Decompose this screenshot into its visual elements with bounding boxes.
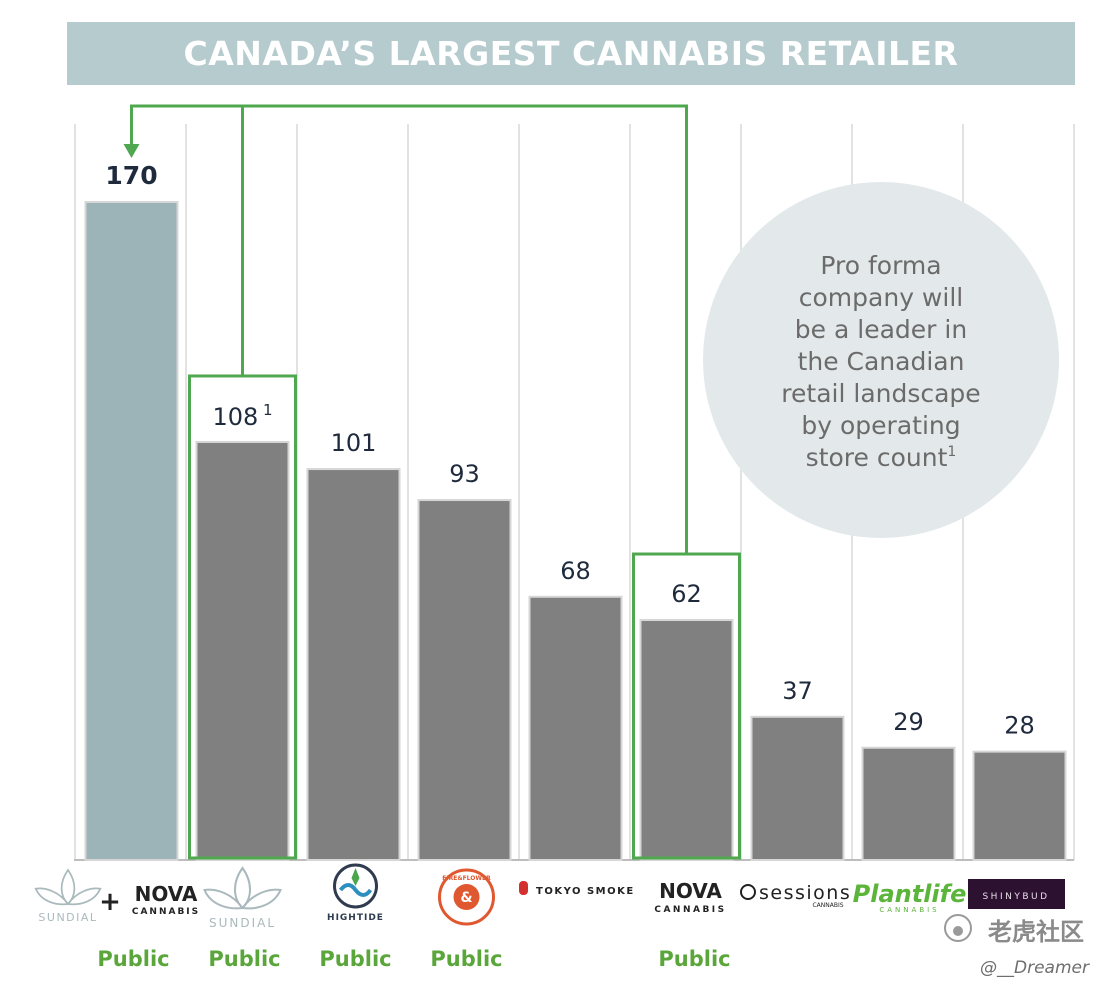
hightide-wordmark: HIGHTIDE — [327, 913, 384, 923]
hightide-logo: HIGHTIDE — [327, 863, 384, 923]
connector-line — [130, 104, 688, 555]
callout-line: Pro forma — [820, 251, 941, 280]
public-label: Public — [430, 947, 502, 971]
nova-wordmark: NOVA — [659, 879, 722, 903]
callout-line: store count1 — [806, 443, 957, 472]
fireflower-logo: & FIRE&FLOWER — [438, 868, 495, 926]
plus-sign: + — [99, 887, 121, 917]
watermark-site: 老虎社区 — [988, 918, 1084, 946]
bar — [861, 746, 956, 861]
data-label: 62 — [671, 580, 702, 608]
bar — [306, 468, 401, 861]
data-label: 93 — [449, 460, 480, 488]
public-label: Public — [97, 947, 169, 971]
hightide-wave-icon — [338, 883, 373, 897]
public-label: Public — [658, 947, 730, 971]
data-label: 170 — [105, 161, 157, 190]
tokyo-smoke-logo: TOKYO SMOKE — [519, 881, 635, 897]
nova-subtext: CANNABIS — [654, 905, 726, 915]
callout-line: the Canadian — [798, 347, 965, 376]
plantlife-subtext: CANNABIS — [879, 906, 939, 914]
bar — [750, 715, 845, 861]
sundial-logo: SUNDIAL — [203, 866, 282, 930]
shinybud-logo: SHINYBUD — [968, 879, 1065, 909]
fireflower-wordmark: FIRE&FLOWER — [442, 875, 491, 882]
callout-line: retail landscape — [781, 379, 980, 408]
data-label: 108 1 — [212, 401, 272, 431]
data-label-footnote: 1 — [258, 401, 272, 419]
sundial-wordmark: SUNDIAL — [38, 911, 97, 924]
bar — [972, 750, 1067, 862]
public-label: Public — [319, 947, 391, 971]
watermark-paw-icon — [944, 914, 972, 942]
data-label: 37 — [782, 677, 813, 705]
data-label: 68 — [560, 557, 591, 585]
fireflower-ampersand: & — [460, 890, 472, 906]
chart-title: CANADA’S LARGEST CANNABIS RETAILER — [183, 34, 959, 73]
callout-line: company will — [799, 283, 963, 312]
bar — [639, 619, 734, 862]
shinybud-wordmark: SHINYBUD — [982, 892, 1049, 902]
callout-footnote-mark: 1 — [947, 444, 956, 460]
shinybud-badge — [968, 879, 1065, 909]
hightide-leaf-icon — [351, 868, 360, 886]
title-banner: CANADA’S LARGEST CANNABIS RETAILER — [67, 22, 1075, 85]
sundial-wordmark: SUNDIAL — [209, 916, 276, 930]
data-label: 29 — [893, 708, 924, 736]
nova-cannabis-logo: NOVA CANNABIS — [654, 879, 726, 915]
callout-bubble: Pro forma company will be a leader in the C… — [703, 182, 1059, 538]
public-label: Public — [208, 947, 280, 971]
callout-line: by operating — [801, 411, 960, 440]
sessions-wordmark: sessions — [759, 882, 851, 904]
plantlife-wordmark: Plantlife — [853, 880, 967, 908]
fireflower-flame-icon — [453, 884, 480, 910]
nova-wordmark: NOVA — [135, 882, 198, 906]
sundial-leaf-icon — [34, 868, 102, 906]
data-label: 101 — [331, 429, 377, 457]
callout-line: be a leader in — [795, 315, 967, 344]
callout-circle — [703, 182, 1059, 538]
merger-connector — [130, 104, 688, 555]
tokyo-smoke-drop-icon — [519, 881, 528, 895]
bar — [528, 595, 623, 861]
sundial-leaf-icon — [203, 866, 282, 910]
sessions-subtext: CANNABIS — [812, 902, 843, 909]
watermark-user: @__Dreamer — [980, 958, 1089, 978]
tokyo-smoke-wordmark: TOKYO SMOKE — [536, 886, 635, 897]
bar — [195, 440, 290, 861]
data-label: 28 — [1004, 712, 1035, 740]
nova-subtext: CANNABIS — [132, 907, 200, 917]
bar — [417, 499, 512, 861]
connector-arrowhead — [123, 144, 140, 158]
bar — [84, 201, 179, 861]
sessions-ring-icon — [740, 884, 756, 900]
